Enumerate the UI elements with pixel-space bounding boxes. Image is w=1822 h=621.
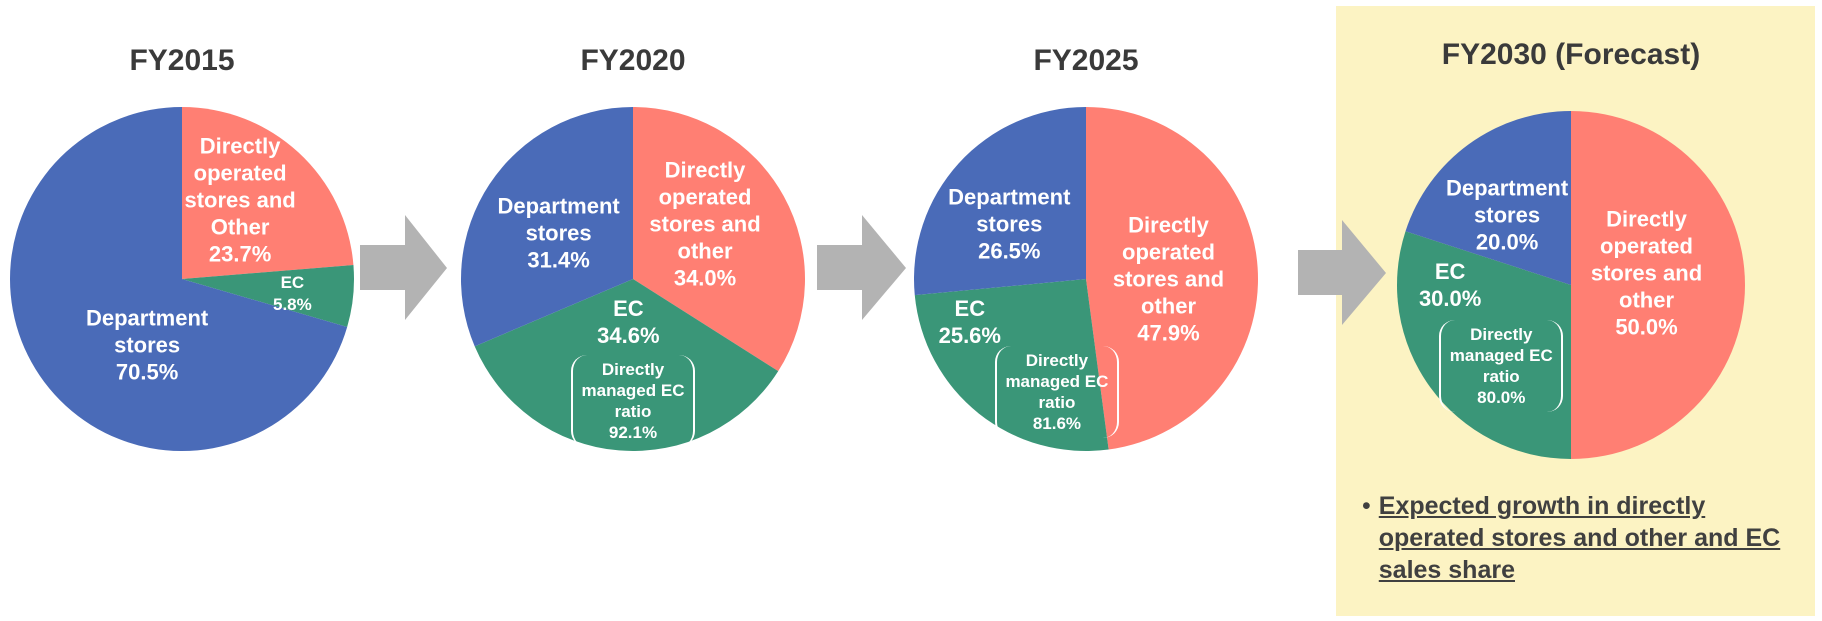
annotation-value: 81.6% <box>1032 413 1082 433</box>
pie-slice <box>182 264 354 327</box>
pie-slice <box>474 279 779 452</box>
slice-name: Directly operated stores and other <box>1590 206 1703 313</box>
pie-slice <box>1405 111 1571 285</box>
slice-value: 70.5% <box>115 359 179 385</box>
slice-value: 30.0% <box>1418 286 1482 311</box>
slice-label: EC 34.6% <box>548 295 708 349</box>
annotation-value: 80.0% <box>1477 388 1526 408</box>
note-text: Expected growth in directly operated sto… <box>1378 492 1781 584</box>
arrow <box>1298 220 1386 325</box>
bullet: • <box>1362 492 1371 520</box>
slice-value: 50.0% <box>1615 314 1678 340</box>
slice-name: Department stores <box>497 193 620 246</box>
slice-name: EC <box>954 295 986 321</box>
pie-slice <box>914 279 1109 451</box>
slice-label: Department stores 70.5% <box>67 305 227 386</box>
arrow <box>817 215 906 320</box>
pie-slice <box>182 107 354 279</box>
slice-value: 5.8% <box>273 295 312 315</box>
annotation: Directly managed EC ratio 81.6% <box>994 345 1119 438</box>
pie-slice <box>9 107 348 451</box>
pie-slice <box>1086 107 1258 450</box>
chart-title: FY2020 <box>580 44 686 77</box>
arrow <box>360 215 447 320</box>
slice-value: 47.9% <box>1137 320 1200 346</box>
slice-label: Department stores 20.0% <box>1427 175 1587 256</box>
annotation-value: 92.1% <box>608 423 658 442</box>
slice-name: Department stores <box>948 184 1071 237</box>
annotation-text: Directly managed EC ratio <box>581 360 685 421</box>
slice-value: 34.0% <box>673 265 737 291</box>
slice-label: Department stores 31.4% <box>479 192 639 273</box>
slice-name: EC <box>1434 259 1466 284</box>
chart-title: FY2025 <box>1033 44 1139 77</box>
slice-name: Department stores <box>1445 175 1569 228</box>
annotation: Directly managed EC ratio 80.0% <box>1439 320 1564 413</box>
slice-value: 26.5% <box>978 238 1041 264</box>
slice-name: EC <box>613 295 644 321</box>
pie-slice <box>460 107 633 347</box>
slice-value: 23.7% <box>208 241 272 267</box>
slice-name: Directly operated stores and other <box>649 157 761 264</box>
slice-value: 31.4% <box>527 247 590 273</box>
slice-label: EC 25.6% <box>890 295 1050 349</box>
slice-name: EC <box>280 273 305 293</box>
pie-slice <box>1397 231 1571 459</box>
note: • Expected growth in directly operated st… <box>1362 490 1792 586</box>
annotation: Directly managed EC ratio 92.1% <box>571 355 695 447</box>
annotation-text: Directly managed EC ratio <box>1005 350 1109 412</box>
pie-slice <box>1571 111 1745 459</box>
annotation-text: Directly managed EC ratio <box>1449 325 1553 387</box>
pie-slice <box>914 107 1086 296</box>
slice-value: 34.6% <box>597 322 660 348</box>
slice-label: EC 30.0% <box>1370 258 1530 312</box>
slice-name: Department stores <box>86 305 209 358</box>
slice-label: Directly operated stores and other 47.9% <box>1089 212 1249 347</box>
slice-name: Directly operated stores and other <box>1112 212 1225 319</box>
slice-label: Department stores 26.5% <box>929 184 1089 265</box>
slice-value: 20.0% <box>1475 229 1539 255</box>
slice-label: Directly operated stores and Other 23.7% <box>160 132 320 267</box>
chart-title: FY2030 (Forecast) <box>1441 38 1701 71</box>
slice-label: Directly operated stores and other 50.0% <box>1567 206 1727 341</box>
pie-slice <box>633 107 805 372</box>
chart-title: FY2015 <box>129 44 235 77</box>
slice-name: Directly operated stores and Other <box>184 133 296 240</box>
slice-value: 25.6% <box>938 322 1001 348</box>
slice-label: EC 5.8% <box>212 272 372 316</box>
slice-label: Directly operated stores and other 34.0% <box>625 157 785 292</box>
